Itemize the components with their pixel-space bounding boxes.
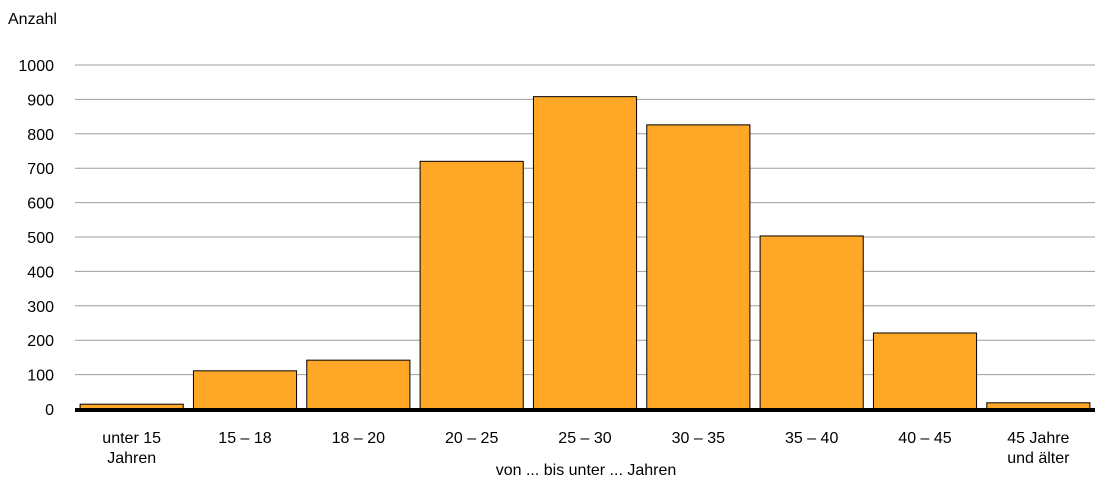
x-tick-label: unter 15 Jahren: [102, 430, 161, 467]
bars: [75, 96, 1095, 412]
x-tick-label: 40 – 45: [898, 430, 951, 447]
bar: [192, 370, 298, 410]
bar: [872, 332, 978, 410]
y-tick-label: 1000: [18, 58, 54, 75]
bar: [306, 359, 411, 410]
y-tick-labels: 0 100 200 300 400 500 600 700 800 900 1000: [18, 58, 54, 419]
bar: [419, 160, 524, 410]
y-tick-label: 300: [27, 299, 54, 316]
y-tick-label: 600: [27, 196, 54, 213]
y-tick-label: 100: [27, 368, 54, 385]
x-tick-label: 25 – 30: [558, 430, 611, 447]
y-tick-label: 400: [27, 264, 54, 281]
bar: [646, 124, 751, 410]
bar: [759, 235, 864, 410]
x-tick-label: 15 – 18: [218, 430, 271, 447]
y-tick-label: 0: [45, 402, 54, 419]
x-axis-label: von ... bis unter ... Jahren: [496, 462, 677, 479]
y-tick-label: 500: [27, 230, 54, 247]
x-tick-labels: unter 15 Jahren 15 – 18 18 – 20 20 – 25 25 – …: [102, 430, 1070, 467]
y-tick-label: 200: [27, 333, 54, 350]
x-tick-label: 35 – 40: [785, 430, 838, 447]
x-tick-label: 18 – 20: [332, 430, 385, 447]
x-tick-label: 45 Jahre und älter: [1007, 430, 1070, 467]
x-tick-label: 20 – 25: [445, 430, 498, 447]
bar: [532, 96, 638, 410]
x-tick-label: 30 – 35: [672, 430, 725, 447]
y-tick-label: 900: [27, 92, 54, 109]
y-axis-label: Anzahl: [8, 11, 57, 28]
y-tick-label: 800: [27, 127, 54, 144]
y-tick-label: 700: [27, 161, 54, 178]
